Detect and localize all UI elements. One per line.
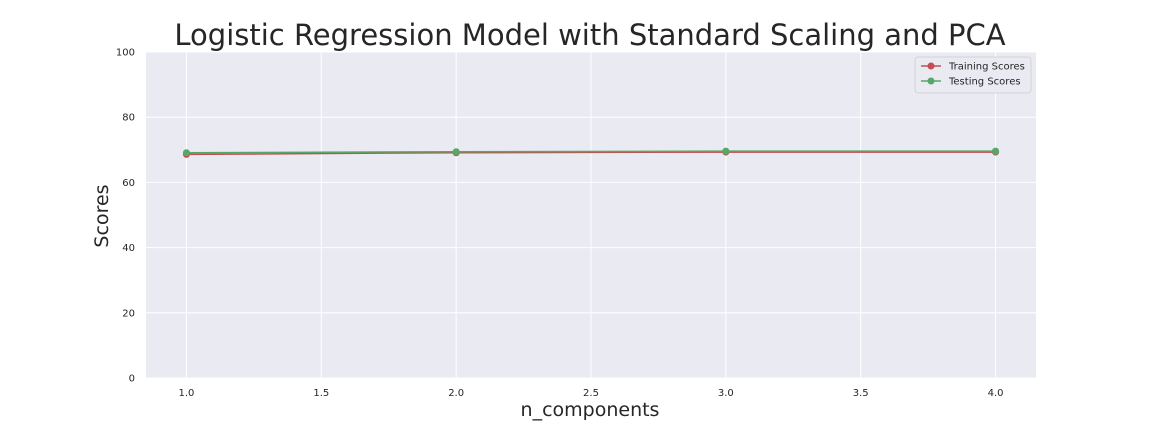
data-point [722, 147, 730, 155]
x-tick-label: 3.0 [718, 388, 734, 399]
legend: Training Scores Testing Scores [914, 56, 1032, 94]
legend-label: Training Scores [948, 62, 1025, 73]
legend-marker [927, 77, 935, 85]
chart-title: Logistic Regression Model with Standard … [174, 18, 1005, 52]
x-tick-label: 2.0 [448, 388, 464, 399]
tick-labels: 0 20 40 60 80 100 1.0 1.5 2.0 2.5 3.0 3.5 4.0 [116, 48, 1004, 400]
x-tick-label: 1.5 [313, 388, 329, 399]
series-line-testing-scores [186, 150, 996, 154]
y-tick-label: 40 [122, 243, 135, 254]
data-point [452, 148, 460, 156]
legend-box [914, 56, 1032, 94]
x-tick-label: 3.5 [853, 388, 869, 399]
x-tick-label: 1.0 [179, 388, 195, 399]
x-tick-label: 2.5 [583, 388, 599, 399]
y-tick-label: 20 [122, 308, 135, 319]
y-tick-label: 60 [122, 178, 135, 189]
data-point [992, 147, 1000, 155]
y-tick-label: 0 [129, 374, 135, 385]
y-tick-label: 80 [122, 113, 135, 124]
series-line-training-scores [186, 151, 996, 156]
legend-marker [927, 62, 935, 70]
y-axis-label: Scores [91, 184, 113, 247]
x-axis-label: n_components [521, 399, 660, 421]
series-layer [182, 147, 1000, 158]
data-point [182, 149, 190, 157]
x-tick-label: 4.0 [988, 388, 1004, 399]
series-testing-scores [182, 147, 1000, 157]
legend-label: Testing Scores [948, 77, 1021, 88]
grid [146, 51, 1036, 379]
y-tick-label: 100 [116, 48, 135, 59]
